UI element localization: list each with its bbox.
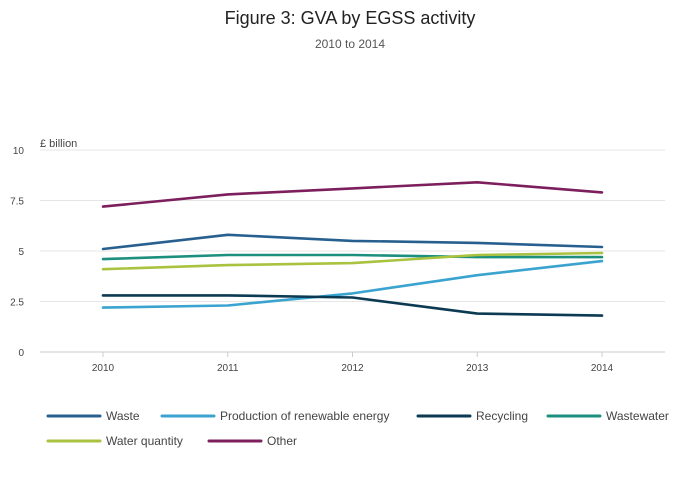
legend: Waste Production of renewable energy Recyc… [46,409,669,448]
legend-item[interactable]: Other [207,434,297,448]
legend-label: Waste [106,409,140,423]
series-lines [101,181,604,317]
x-tick-label: 2011 [217,363,239,374]
series-line-water-quantity [101,251,604,271]
x-tick-label: 2014 [591,363,614,374]
x-tick-label: 2012 [341,363,364,374]
y-tick-label: 7.5 [10,197,24,208]
legend-item[interactable]: Wastewater [546,409,669,423]
legend-label: Wastewater [606,409,669,423]
legend-label: Recycling [476,409,528,423]
series-line-other [101,181,604,208]
legend-label: Water quantity [106,434,183,448]
y-tick-label: 0 [18,348,24,359]
y-axis-unit-label: £ billion [40,138,77,150]
legend-item[interactable]: Waste [46,409,140,423]
legend-label: Other [267,434,297,448]
legend-item[interactable]: Recycling [416,409,528,423]
y-tick-label: 10 [13,146,25,157]
x-tick-label: 2013 [466,363,489,374]
chart-subtitle: 2010 to 2014 [315,37,385,51]
series-line-wastewater [101,253,604,261]
legend-item[interactable]: Production of renewable energy [160,409,389,423]
y-tick-label: 5 [18,247,24,258]
x-axis-ticks: 2010 2011 2012 2013 2014 [92,352,614,374]
x-tick-label: 2010 [92,363,115,374]
y-tick-label: 2.5 [10,298,24,309]
gridlines [40,149,665,302]
series-line-production-of-renewable-energy [101,259,604,309]
chart-title: Figure 3: GVA by EGSS activity [225,8,476,28]
legend-item[interactable]: Water quantity [46,434,183,448]
y-axis-ticks: 0 2.5 5 7.5 10 [10,146,24,359]
series-line-waste [101,233,604,251]
legend-label: Production of renewable energy [220,409,389,423]
series-line-recycling [101,294,604,317]
